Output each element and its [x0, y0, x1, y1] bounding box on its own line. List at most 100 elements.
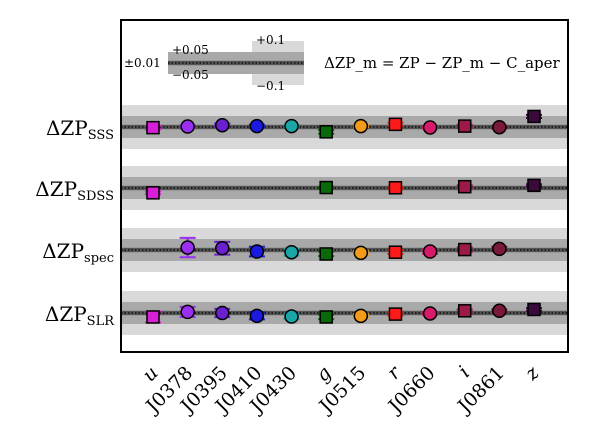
circle-marker — [284, 118, 299, 134]
data-point — [456, 304, 473, 318]
legend: ±0.01 +0.05 −0.05 +0.1 −0.1 — [124, 33, 304, 93]
circle-marker — [249, 118, 265, 134]
data-point — [283, 244, 300, 260]
square-marker — [527, 178, 541, 193]
data-point — [422, 120, 439, 135]
circle-marker — [284, 244, 299, 260]
square-marker — [388, 307, 403, 321]
square-marker — [146, 310, 160, 324]
square-marker — [457, 119, 472, 133]
circle-marker — [422, 306, 438, 321]
circle-marker — [492, 119, 507, 135]
data-point — [456, 119, 473, 133]
data-point — [179, 119, 196, 134]
data-point — [422, 306, 439, 321]
data-point — [491, 303, 508, 319]
data-point — [352, 118, 369, 134]
square-marker — [388, 245, 403, 259]
data-point — [491, 119, 508, 135]
circle-marker — [180, 119, 195, 134]
circle-marker — [180, 304, 195, 320]
band-0-01 — [121, 247, 568, 253]
circle-marker — [180, 240, 195, 255]
x-tick-label: z — [520, 361, 544, 385]
square-marker — [319, 125, 333, 139]
data-points — [145, 109, 542, 324]
row-label-main: ΔZP — [42, 239, 84, 263]
circle-marker — [249, 244, 265, 259]
band-0-01 — [121, 310, 568, 316]
row-label: ΔZPSDSS — [35, 177, 114, 204]
row-bands — [121, 105, 568, 335]
row-label-main: ΔZP — [45, 302, 87, 326]
legend-band-label: +0.1 — [256, 33, 285, 47]
circle-marker — [353, 118, 369, 134]
circle-marker — [353, 308, 369, 324]
data-point — [179, 236, 196, 259]
legend-band-label: −0.05 — [172, 68, 209, 82]
square-marker — [527, 109, 541, 124]
data-point — [456, 179, 473, 194]
data-point — [283, 118, 300, 134]
data-point — [318, 247, 335, 261]
circle-marker — [215, 305, 230, 321]
legend-band-label: +0.05 — [172, 43, 209, 57]
data-point — [422, 244, 439, 259]
square-marker — [457, 242, 472, 257]
circle-marker — [422, 120, 438, 135]
row-label-main: ΔZP — [46, 116, 88, 140]
row-label-sub: SDSS — [77, 189, 114, 204]
x-tick-label: g — [312, 362, 336, 386]
data-point — [387, 307, 404, 321]
square-marker — [319, 247, 333, 261]
square-marker — [457, 179, 472, 194]
row-label: ΔZPspec — [42, 239, 114, 266]
data-point — [318, 310, 335, 324]
legend-band-label: −0.1 — [256, 79, 285, 93]
data-point — [318, 180, 335, 195]
row-label-sub: spec — [84, 251, 114, 266]
data-point — [214, 240, 231, 256]
square-marker — [319, 310, 333, 324]
legend-band-label: ±0.01 — [124, 56, 161, 70]
data-point — [248, 308, 265, 324]
data-point — [387, 245, 404, 259]
data-point — [526, 302, 542, 317]
row-label-sub: SLR — [87, 314, 116, 329]
circle-marker — [249, 308, 265, 324]
data-point — [526, 109, 542, 124]
square-marker — [388, 117, 403, 132]
circle-marker — [215, 240, 230, 256]
x-tick-label: r — [383, 361, 406, 384]
data-point — [179, 304, 196, 320]
x-tick-label: u — [138, 362, 162, 386]
circle-marker — [353, 245, 369, 261]
band-0-01 — [121, 124, 568, 130]
data-point — [526, 178, 542, 193]
data-point — [456, 242, 473, 257]
circle-marker — [422, 244, 438, 259]
data-point — [352, 245, 369, 261]
data-point — [214, 117, 231, 133]
square-marker — [146, 120, 160, 135]
data-point — [145, 120, 161, 135]
circle-marker — [215, 117, 230, 133]
square-marker — [388, 181, 403, 195]
data-point — [248, 244, 265, 259]
data-point — [145, 310, 161, 324]
plot-frame — [120, 19, 569, 353]
square-marker — [527, 302, 541, 317]
circle-marker — [492, 303, 507, 319]
data-point — [352, 308, 369, 324]
data-point — [387, 181, 404, 195]
row-label: ΔZPSSS — [46, 116, 114, 143]
band-0-01 — [121, 185, 568, 191]
square-marker — [319, 180, 333, 195]
row-label: ΔZPSLR — [45, 302, 115, 329]
data-point — [283, 309, 300, 324]
data-point — [387, 117, 404, 132]
data-point — [318, 125, 335, 139]
